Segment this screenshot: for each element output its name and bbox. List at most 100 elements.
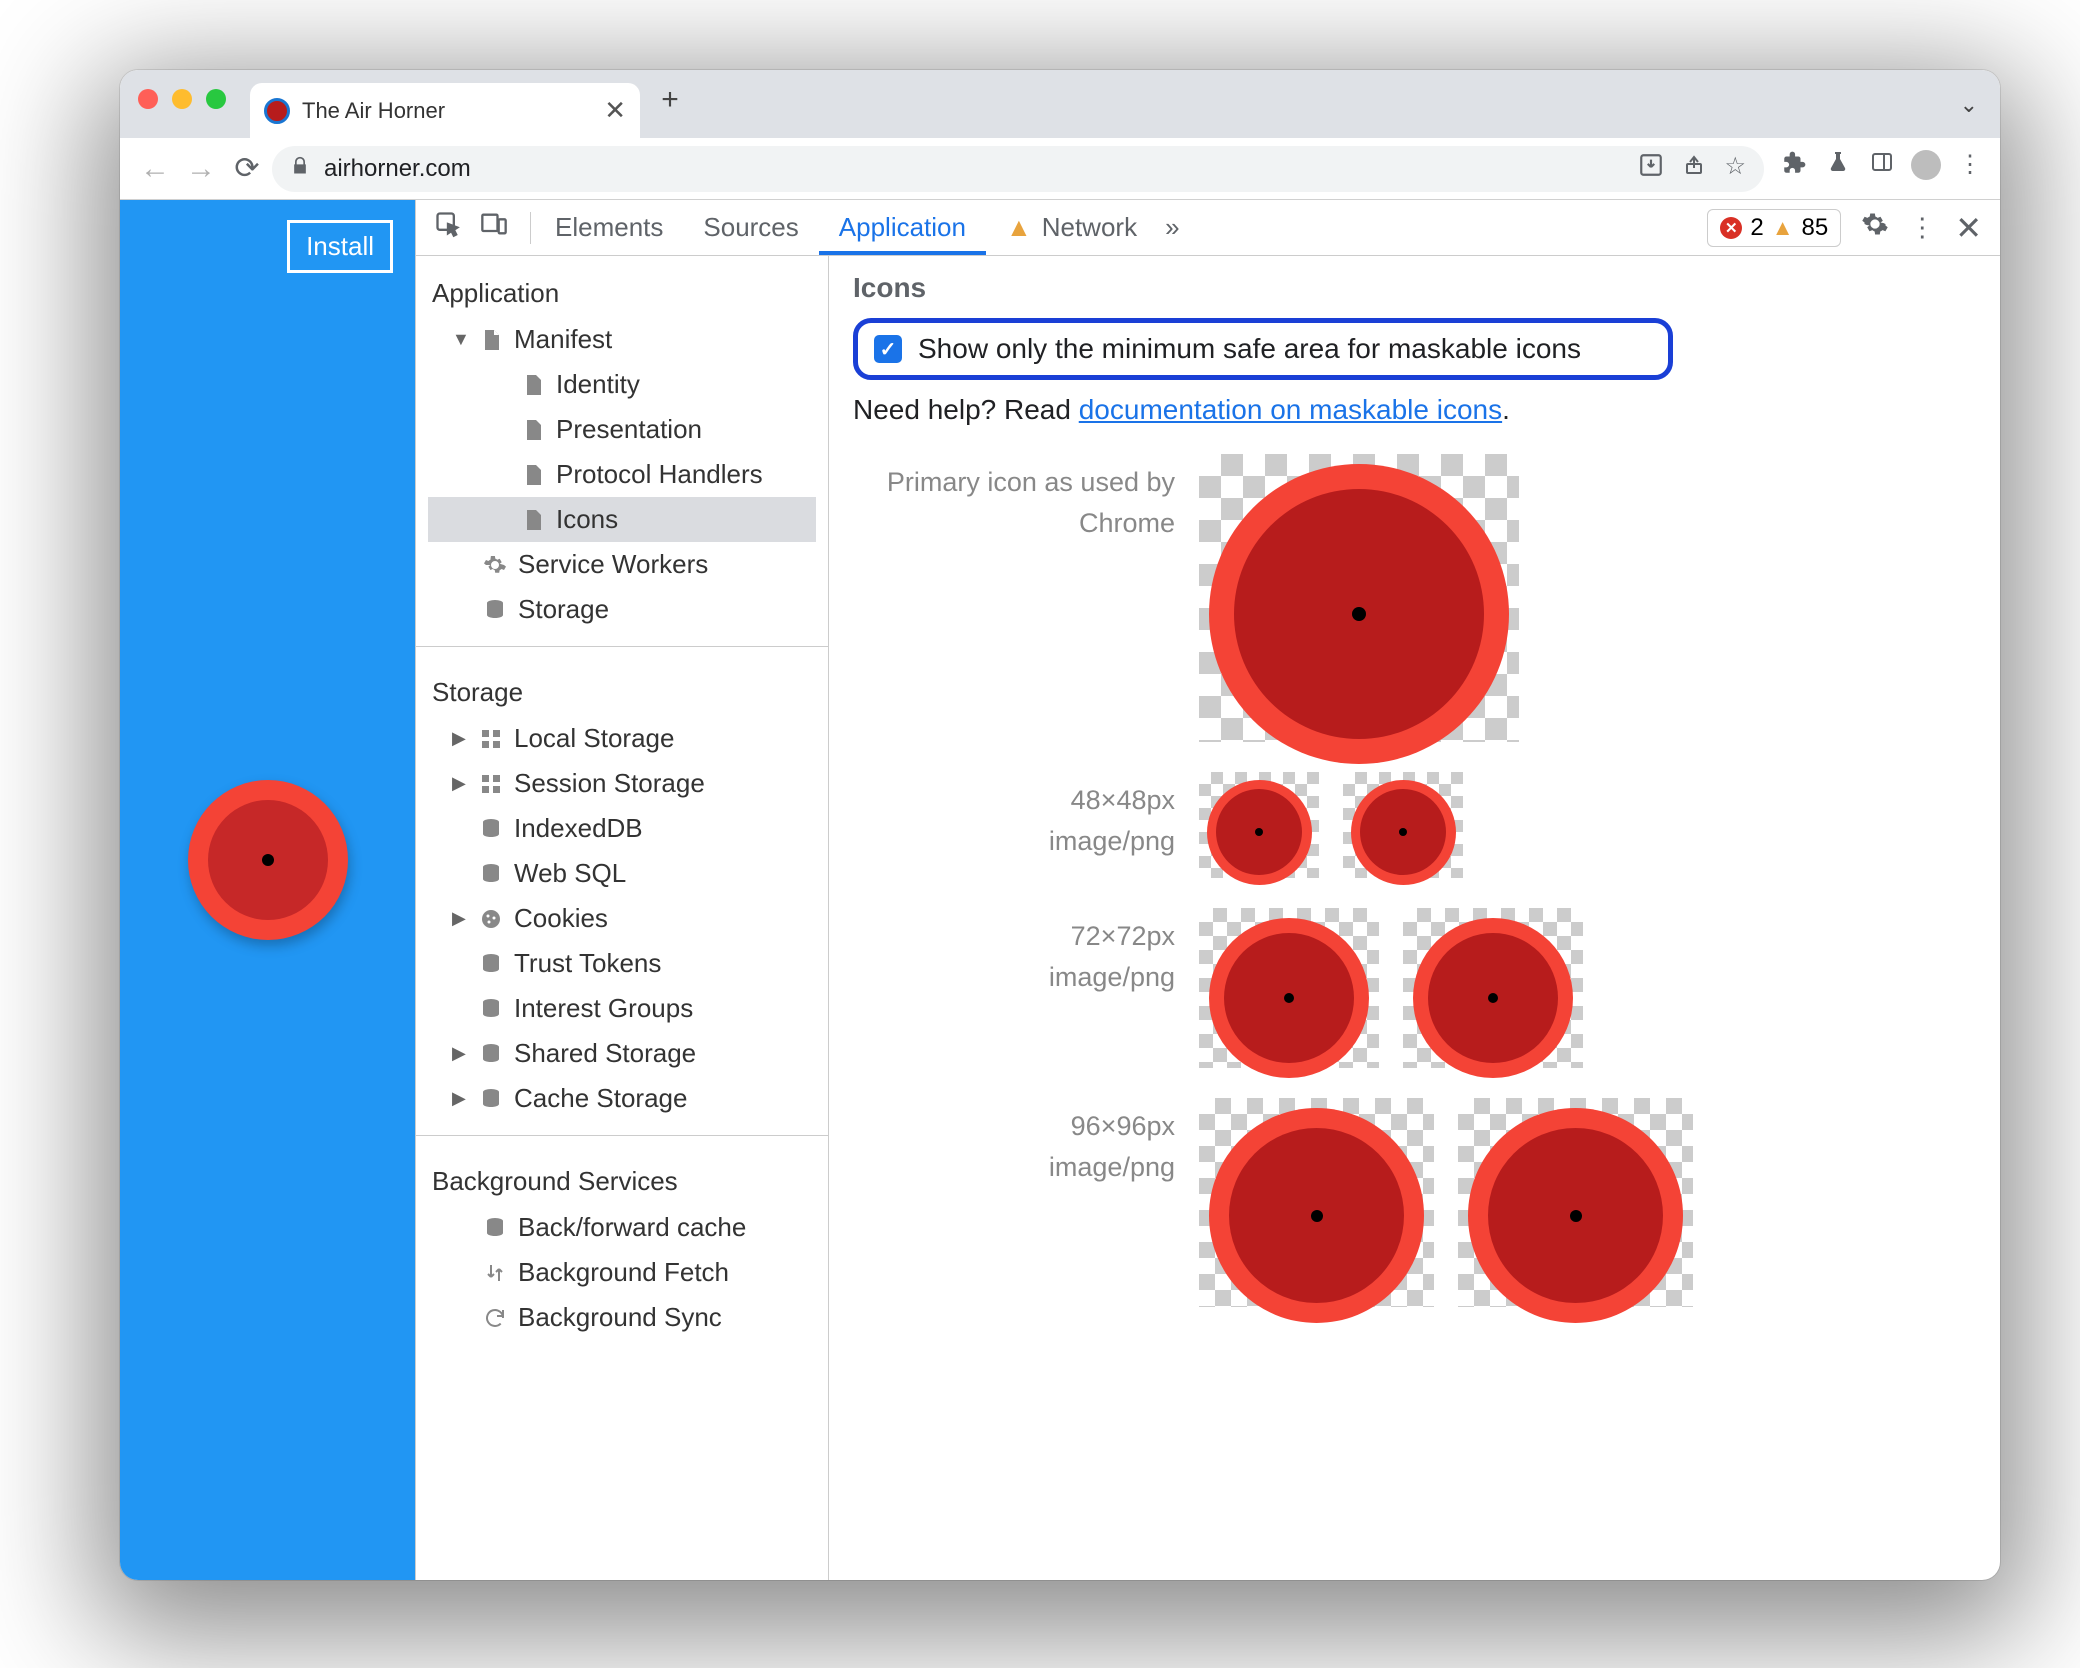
horn-outer-circle xyxy=(188,780,348,940)
icon-preview xyxy=(1458,1098,1693,1307)
tab-elements[interactable]: Elements xyxy=(535,200,683,255)
application-sidebar: Application ▼ Manifest Identity Pr xyxy=(416,256,829,1580)
sidebar-item-service-workers[interactable]: Service Workers xyxy=(428,542,816,587)
side-panel-icon[interactable] xyxy=(1866,150,1898,187)
devtools-close-button[interactable]: ✕ xyxy=(1955,209,1982,247)
profile-button[interactable] xyxy=(1910,150,1942,187)
address-bar[interactable]: airhorner.com ☆ xyxy=(272,146,1764,192)
db-icon xyxy=(478,861,504,887)
window-minimize-button[interactable] xyxy=(172,89,192,109)
sidebar-item-label: Manifest xyxy=(514,324,612,355)
tab-network[interactable]: ▲ Network xyxy=(986,200,1157,255)
tab-network-label: Network xyxy=(1042,212,1137,243)
sidebar-item-protocol-handlers[interactable]: Protocol Handlers xyxy=(428,452,816,497)
content-pane: Icons ✓ Show only the minimum safe area … xyxy=(829,256,2000,1580)
url-text: airhorner.com xyxy=(324,155,471,183)
sidebar-item-cache[interactable]: ▶Cache Storage xyxy=(428,1076,816,1121)
sidebar-item-bg-sync[interactable]: Background Sync xyxy=(428,1295,816,1340)
grid-icon xyxy=(478,726,504,752)
new-tab-button[interactable]: + xyxy=(650,83,690,117)
separator xyxy=(416,1135,828,1136)
sidebar-item-websql[interactable]: Web SQL xyxy=(428,851,816,896)
tab-sources[interactable]: Sources xyxy=(683,200,818,255)
sidebar-item-identity[interactable]: Identity xyxy=(428,362,816,407)
sidebar-item-label: Icons xyxy=(556,504,618,535)
toolbar: ← → ⟳ airhorner.com ☆ xyxy=(120,138,2000,200)
horn-center-dot xyxy=(262,854,274,866)
sidebar-item-label: Interest Groups xyxy=(514,993,693,1024)
checkbox-checked-icon[interactable]: ✓ xyxy=(874,335,902,363)
browser-tab[interactable]: The Air Horner ✕ xyxy=(250,83,640,138)
rendered-page: Install xyxy=(120,200,415,1580)
labs-icon[interactable] xyxy=(1822,150,1854,187)
tab-close-button[interactable]: ✕ xyxy=(604,95,626,126)
bookmark-icon[interactable]: ☆ xyxy=(1724,152,1746,185)
separator xyxy=(530,212,531,244)
sidebar-item-shared[interactable]: ▶Shared Storage xyxy=(428,1031,816,1076)
sidebar-item-label: Cache Storage xyxy=(514,1083,687,1114)
tabs-overflow-button[interactable]: » xyxy=(1165,212,1179,243)
sidebar-item-presentation[interactable]: Presentation xyxy=(428,407,816,452)
icon-size-label: 96×96pximage/png xyxy=(853,1098,1175,1187)
warning-icon: ▲ xyxy=(1006,212,1032,243)
error-icon: ✕ xyxy=(1720,217,1742,239)
install-button[interactable]: Install xyxy=(287,220,393,273)
help-link[interactable]: documentation on maskable icons xyxy=(1079,394,1502,425)
window-close-button[interactable] xyxy=(138,89,158,109)
sidebar-item-cookies[interactable]: ▶Cookies xyxy=(428,896,816,941)
devtools-settings-button[interactable] xyxy=(1861,210,1889,246)
sidebar-item-storage[interactable]: Storage xyxy=(428,587,816,632)
maskable-checkbox-row[interactable]: ✓ Show only the minimum safe area for ma… xyxy=(853,318,1673,380)
sidebar-item-label: Background Sync xyxy=(518,1302,722,1333)
sidebar-item-label: Shared Storage xyxy=(514,1038,696,1069)
sidebar-item-label: Web SQL xyxy=(514,858,626,889)
gear-icon xyxy=(482,552,508,578)
devtools-menu-button[interactable]: ⋮ xyxy=(1909,212,1935,243)
chevron-right-icon: ▶ xyxy=(452,908,468,929)
chevron-right-icon: ▶ xyxy=(452,728,468,749)
forward-button[interactable]: → xyxy=(180,152,222,186)
airhorn-button[interactable] xyxy=(188,780,348,940)
tab-application[interactable]: Application xyxy=(819,200,986,255)
back-button[interactable]: ← xyxy=(134,152,176,186)
inspect-element-button[interactable] xyxy=(434,210,462,245)
help-text: Need help? Read documentation on maskabl… xyxy=(853,394,1976,426)
sidebar-item-indexed[interactable]: IndexedDB xyxy=(428,806,816,851)
sidebar-item-icons[interactable]: Icons xyxy=(428,497,816,542)
icon-previews xyxy=(1199,1098,1693,1307)
devtools-inspect-buttons xyxy=(416,210,526,245)
sidebar-item-label: Identity xyxy=(556,369,640,400)
sidebar-item-local[interactable]: ▶ Local Storage xyxy=(428,716,816,761)
sidebar-item-bg-fetch[interactable]: Background Fetch xyxy=(428,1250,816,1295)
sidebar-item-interest[interactable]: Interest Groups xyxy=(428,986,816,1031)
db-icon xyxy=(478,951,504,977)
window-zoom-button[interactable] xyxy=(206,89,226,109)
install-pwa-icon[interactable] xyxy=(1638,152,1664,185)
tab-application-label: Application xyxy=(839,212,966,243)
sidebar-item-session[interactable]: ▶Session Storage xyxy=(428,761,816,806)
sidebar-item-bfcache[interactable]: Back/forward cache xyxy=(428,1205,816,1250)
help-prefix: Need help? Read xyxy=(853,394,1079,425)
db-icon xyxy=(478,996,504,1022)
file-icon xyxy=(520,507,546,533)
issues-counter[interactable]: ✕ 2 ▲ 85 xyxy=(1707,209,1841,247)
traffic-lights xyxy=(138,89,226,109)
browser-menu-button[interactable]: ⋮ xyxy=(1954,150,1986,187)
sidebar-item-label: Back/forward cache xyxy=(518,1212,746,1243)
extensions-icon[interactable] xyxy=(1778,150,1810,187)
db-icon xyxy=(478,1086,504,1112)
sidebar-item-label: Local Storage xyxy=(514,723,674,754)
sidebar-item-manifest[interactable]: ▼ Manifest xyxy=(428,317,816,362)
sidebar-section-application: Application xyxy=(428,270,816,317)
sidebar-section-storage: Storage xyxy=(428,669,816,716)
grid-icon xyxy=(478,771,504,797)
share-icon[interactable] xyxy=(1682,152,1706,185)
lock-icon xyxy=(290,156,310,182)
sidebar-item-trust[interactable]: Trust Tokens xyxy=(428,941,816,986)
file-icon xyxy=(478,327,504,353)
device-toggle-button[interactable] xyxy=(480,210,508,245)
reload-button[interactable]: ⟳ xyxy=(226,151,268,186)
titlebar: The Air Horner ✕ + ⌄ xyxy=(120,70,2000,138)
sidebar-item-label: Presentation xyxy=(556,414,702,445)
tab-list-button[interactable]: ⌄ xyxy=(1960,92,1978,118)
